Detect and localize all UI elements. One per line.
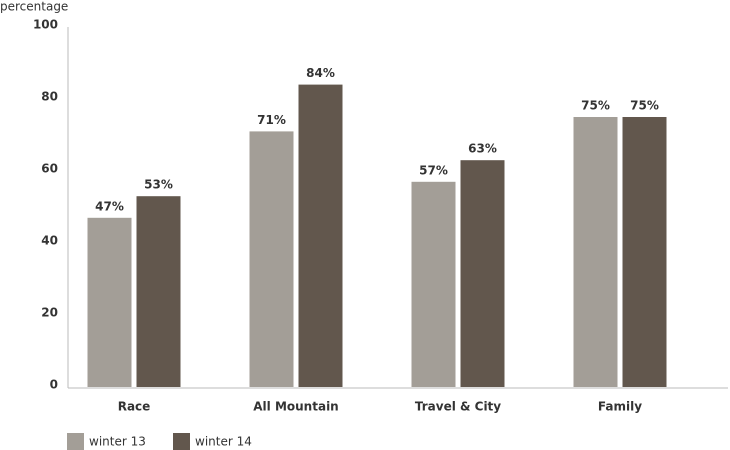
bar	[298, 84, 343, 387]
bar	[87, 217, 132, 387]
x-tick-label: All Mountain	[253, 400, 338, 414]
y-tick-label: 40	[41, 234, 58, 248]
value-label: 53%	[144, 178, 173, 192]
legend-swatch	[67, 433, 84, 450]
value-label: 71%	[257, 113, 286, 127]
value-label: 84%	[306, 66, 335, 80]
value-label: 75%	[581, 99, 610, 113]
bar	[460, 160, 505, 387]
y-tick-label: 60	[41, 162, 58, 176]
x-tick-label: Travel & City	[415, 400, 501, 414]
value-label: 63%	[468, 142, 497, 156]
y-tick-label: 80	[41, 90, 58, 104]
legend-swatch	[173, 433, 190, 450]
bar	[411, 181, 456, 387]
value-label: 57%	[419, 163, 448, 177]
value-label: 47%	[95, 199, 124, 213]
x-tick-label: Race	[118, 400, 151, 414]
bar	[573, 117, 618, 387]
legend-label: winter 13	[89, 435, 146, 449]
bar	[622, 117, 667, 387]
value-label: 75%	[630, 99, 659, 113]
y-tick-label: 0	[50, 378, 58, 392]
y-axis-label: percentage	[0, 0, 68, 14]
y-tick-label: 20	[41, 306, 58, 320]
x-tick-label: Family	[598, 400, 642, 414]
bar	[249, 131, 294, 387]
bar	[136, 196, 181, 387]
y-tick-label: 100	[33, 18, 58, 32]
legend-label: winter 14	[195, 435, 252, 449]
